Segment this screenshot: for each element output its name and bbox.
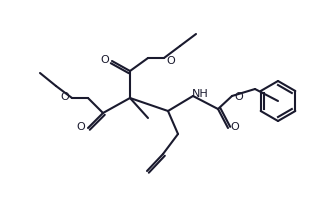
Text: O: O (234, 91, 243, 102)
Text: O: O (101, 55, 109, 65)
Text: O: O (231, 121, 239, 131)
Text: O: O (167, 56, 175, 66)
Text: O: O (77, 121, 85, 131)
Text: O: O (61, 91, 69, 102)
Text: NH: NH (192, 89, 208, 98)
